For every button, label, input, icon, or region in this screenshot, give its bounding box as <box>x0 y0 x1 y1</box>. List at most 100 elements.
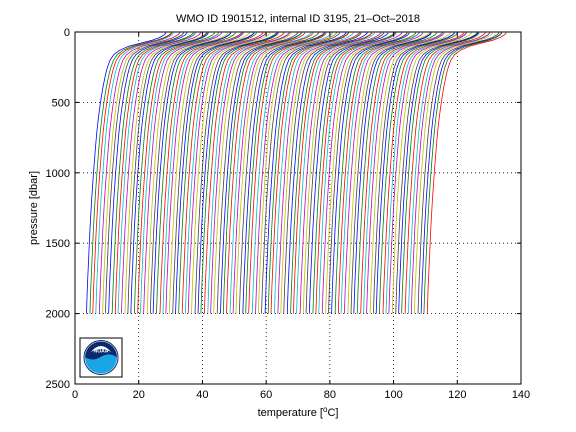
temperature-profile <box>255 32 338 314</box>
temperature-profile <box>391 32 472 314</box>
temperature-profile <box>92 32 173 314</box>
temperature-profile <box>238 32 320 314</box>
y-tick-label: 500 <box>52 97 70 109</box>
temperature-profile <box>334 32 417 314</box>
temperature-profile <box>121 32 202 314</box>
temperature-profile <box>325 32 408 314</box>
plot-area <box>86 32 507 314</box>
temperature-profile <box>382 32 465 314</box>
temperature-profile <box>257 32 337 314</box>
temperature-profile <box>187 32 267 314</box>
temperature-profile <box>146 32 229 314</box>
temperature-profile <box>108 32 188 314</box>
temperature-profile <box>388 32 467 314</box>
temperature-profile <box>133 32 216 314</box>
noaa-logo: NOAA <box>79 337 123 378</box>
temperature-profile <box>296 32 375 314</box>
logo-wave <box>85 354 117 374</box>
temperature-profile <box>280 32 361 314</box>
logo-bird <box>91 346 111 352</box>
temperature-profile <box>331 32 410 314</box>
y-tick-label: 2500 <box>46 379 70 391</box>
temperature-profile <box>375 32 455 314</box>
x-tick-label: 120 <box>448 389 466 401</box>
temperature-profile <box>283 32 362 314</box>
temperature-profile <box>315 32 397 314</box>
temperature-profile <box>343 32 424 314</box>
temperature-profile <box>111 32 194 314</box>
y-tick-label: 1000 <box>46 168 70 180</box>
temperature-profile <box>137 32 220 314</box>
temperature-profile <box>124 32 207 314</box>
temperature-profile <box>264 32 347 314</box>
chart-title: WMO ID 1901512, internal ID 3195, 21–Oct… <box>176 13 420 25</box>
temperature-profile <box>168 32 250 314</box>
temperature-profile <box>408 32 491 314</box>
temperature-profile <box>248 32 327 314</box>
temperature-profile <box>149 32 232 314</box>
temperature-profile <box>86 32 167 314</box>
y-axis-label: pressure [dbar] <box>28 171 40 245</box>
temperature-profile <box>404 32 486 314</box>
temperature-profile <box>273 32 354 314</box>
temperature-profile <box>302 32 385 314</box>
x-tick-label: 60 <box>260 389 272 401</box>
x-tick-label: 0 <box>72 389 78 401</box>
axes-frame <box>74 31 522 385</box>
temperature-profile <box>197 32 279 314</box>
temperature-profile <box>340 32 420 314</box>
temperature-profile <box>159 32 242 314</box>
temperature-profile <box>420 32 503 314</box>
temperature-profile <box>270 32 350 314</box>
temperature-profile <box>178 32 257 314</box>
temperature-profile <box>398 32 479 314</box>
temperature-profile <box>143 32 223 314</box>
temperature-profile <box>175 32 255 314</box>
temperature-profile <box>360 32 443 314</box>
temperature-profile <box>395 32 478 314</box>
temperature-profile <box>140 32 220 314</box>
temperature-profiles <box>86 32 507 314</box>
temperature-profile <box>226 32 306 314</box>
temperature-profile <box>105 32 184 314</box>
x-tick-label: 100 <box>384 389 402 401</box>
temperature-profile <box>172 32 255 314</box>
temperature-profile <box>162 32 243 314</box>
temperature-profile <box>401 32 480 314</box>
temperature-profile <box>328 32 408 314</box>
temperature-profile <box>318 32 397 314</box>
temperature-profile <box>290 32 373 314</box>
x-axis-label-suffix: C] <box>327 407 338 419</box>
temperature-profile <box>184 32 267 314</box>
temperature-profile <box>337 32 420 314</box>
temperature-profile <box>350 32 432 314</box>
temperature-profile <box>181 32 264 314</box>
temperature-profile <box>229 32 312 314</box>
temperature-profile <box>203 32 285 314</box>
temperature-profile <box>191 32 271 314</box>
temperature-profile <box>363 32 444 314</box>
temperature-profile <box>417 32 500 314</box>
x-tick-label: 140 <box>512 389 530 401</box>
temperature-profile <box>410 32 491 314</box>
temperature-profile <box>251 32 334 314</box>
temperature-profile <box>277 32 360 314</box>
temperature-profile <box>98 32 181 314</box>
x-tick-label: 20 <box>133 389 145 401</box>
x-tick-label: 80 <box>324 389 336 401</box>
temperature-profile <box>165 32 244 314</box>
temperature-profile <box>200 32 279 314</box>
temperature-profile <box>194 32 277 314</box>
temperature-profile <box>89 32 172 314</box>
temperature-profile <box>308 32 389 314</box>
temperature-profile <box>372 32 455 314</box>
temperature-profile <box>267 32 350 314</box>
temperature-profile <box>216 32 299 314</box>
temperature-profile <box>130 32 209 314</box>
temperature-profile <box>426 32 507 314</box>
temperature-profile <box>423 32 503 314</box>
temperature-profile <box>213 32 292 314</box>
temperature-profile <box>220 32 302 314</box>
temperature-profile <box>207 32 290 314</box>
